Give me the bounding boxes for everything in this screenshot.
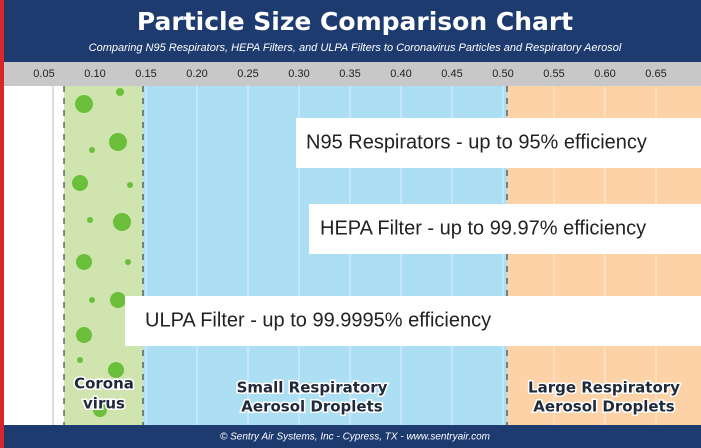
tick-label: 0.65 <box>645 68 666 80</box>
tick-label: 0.10 <box>84 68 105 80</box>
filter-label: HEPA Filter - up to 99.97% efficiency <box>320 217 646 239</box>
filter-label: ULPA Filter - up to 99.9995% efficiency <box>145 309 491 331</box>
tick-label: 0.35 <box>339 68 360 80</box>
tick-label: 0.40 <box>390 68 411 80</box>
filter-label: N95 Respirators - up to 95% efficiency <box>306 131 647 153</box>
zone-label: Aerosol Droplets <box>241 398 382 416</box>
zone-label: Large Respiratory <box>528 379 680 397</box>
zone-label: Small Respiratory <box>237 379 388 397</box>
zone-label: virus <box>83 395 125 413</box>
subtitle: Comparing N95 Respirators, HEPA Filters,… <box>89 42 622 54</box>
left-edge <box>0 0 4 448</box>
zone-label: Aerosol Droplets <box>533 398 674 416</box>
title: Particle Size Comparison Chart <box>137 7 573 36</box>
tick-label: 0.55 <box>543 68 564 80</box>
zone-label: Corona <box>74 375 134 393</box>
footer: © Sentry Air Systems, Inc - Cypress, TX … <box>220 432 490 443</box>
tick-label: 0.30 <box>288 68 309 80</box>
tick-label: 0.15 <box>135 68 156 80</box>
infographic: Particle Size Comparison Chart Comparing… <box>0 0 701 448</box>
tick-label: 0.45 <box>441 68 462 80</box>
tick-label: 0.20 <box>186 68 207 80</box>
tick-label: 0.25 <box>237 68 258 80</box>
tick-label: 0.50 <box>492 68 513 80</box>
tick-label: 0.60 <box>594 68 615 80</box>
tick-label: 0.05 <box>33 68 54 80</box>
